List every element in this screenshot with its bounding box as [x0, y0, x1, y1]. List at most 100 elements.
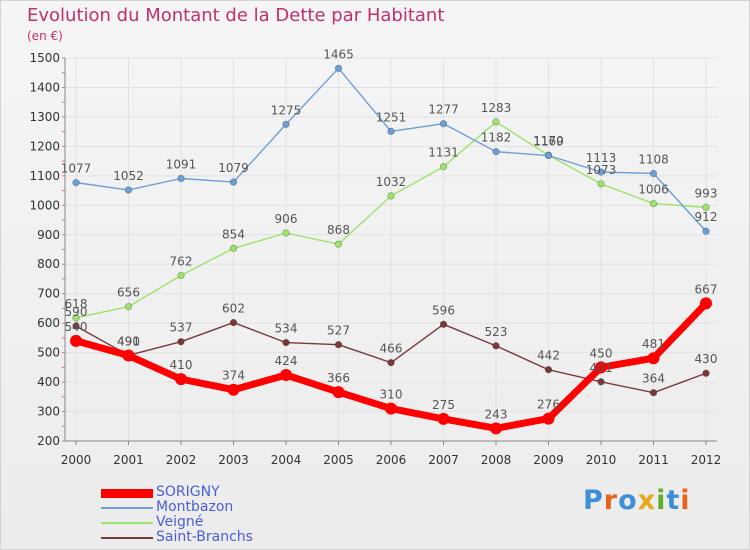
legend-item-saint-branchs: Saint-Branchs — [101, 530, 321, 545]
point-veign--2005 — [334, 240, 343, 248]
data-label-montbazon-2004: 1275 — [271, 103, 302, 117]
y-tick-label-700: 700 — [37, 287, 60, 301]
data-label-veign--2010: 1073 — [586, 163, 617, 177]
point-saint-branchs-2011 — [649, 389, 658, 397]
y-tick-label-1300: 1300 — [29, 110, 60, 124]
y-tick-label-800: 800 — [37, 257, 60, 271]
legend-swatch-sorigny — [101, 488, 153, 498]
data-label-montbazon-2002: 1091 — [166, 157, 197, 171]
point-sorigny-2010 — [595, 361, 607, 374]
x-tick-label-2012: 2012 — [691, 453, 722, 467]
point-veign--2004 — [282, 229, 290, 237]
point-saint-branchs-2007 — [439, 320, 448, 328]
data-label-veign--2007: 1131 — [428, 146, 459, 160]
point-montbazon-2005 — [334, 64, 343, 72]
point-montbazon-2002 — [177, 174, 185, 183]
point-montbazon-2011 — [649, 169, 658, 178]
x-tick-label-2002: 2002 — [166, 453, 197, 467]
y-tick-label-600: 600 — [37, 316, 60, 330]
point-sorigny-2011 — [647, 352, 660, 365]
data-label-sorigny-2010: 450 — [590, 346, 613, 360]
logo-letter: x — [637, 485, 657, 516]
proxiti-logo: Proxiti — [583, 485, 691, 516]
point-saint-branchs-2008 — [492, 342, 500, 350]
legend-swatch-veign- — [101, 522, 153, 524]
point-sorigny-2000 — [70, 334, 82, 347]
data-label-montbazon-2000: 1077 — [61, 162, 92, 176]
point-veign--2001 — [124, 303, 133, 311]
data-labels: 590 491 537 602 534 527 466 596 523 442 401 364 430 6… — [61, 47, 718, 421]
data-label-montbazon-2005: 1465 — [323, 47, 354, 61]
logo-letter: o — [618, 485, 638, 516]
point-veign--2000 — [72, 314, 80, 322]
y-tick-label-900: 900 — [37, 228, 60, 242]
axes: 200 300 400 500 600 700 800 900 1000 1100 1200 1300… — [29, 51, 721, 467]
y-tick-label-400: 400 — [37, 375, 60, 389]
point-veign--2002 — [177, 271, 185, 280]
data-label-sorigny-2004: 424 — [275, 354, 298, 368]
point-sorigny-2005 — [332, 386, 345, 399]
data-label-sorigny-2009: 276 — [537, 398, 560, 412]
data-label-sorigny-2002: 410 — [170, 358, 193, 372]
point-veign--2012 — [702, 203, 710, 211]
data-label-saint-branchs-2010: 401 — [590, 361, 613, 375]
y-tick-label-500: 500 — [37, 346, 60, 360]
data-label-montbazon-2006: 1251 — [376, 110, 407, 124]
data-label-montbazon-2003: 1079 — [218, 161, 249, 175]
logo-letter: t — [666, 485, 681, 516]
data-label-montbazon-2001: 1052 — [113, 169, 144, 183]
x-tick-label-2004: 2004 — [271, 453, 302, 467]
data-label-saint-branchs-2002: 537 — [170, 321, 193, 335]
point-saint-branchs-2009 — [544, 366, 553, 374]
logo-letter: i — [680, 485, 691, 516]
point-saint-branchs-2006 — [387, 359, 395, 367]
chart-title: Evolution du Montant de la Dette par Hab… — [27, 5, 445, 26]
point-montbazon-2007 — [439, 120, 448, 128]
point-saint-branchs-2002 — [177, 338, 185, 346]
data-label-montbazon-2010: 1113 — [586, 151, 617, 165]
y-tick-label-1100: 1100 — [29, 169, 60, 183]
point-montbazon-2012 — [702, 227, 710, 235]
data-label-veign--2006: 1032 — [376, 175, 407, 189]
point-sorigny-2002 — [175, 373, 187, 386]
data-label-veign--2002: 762 — [170, 254, 193, 268]
point-saint-branchs-2012 — [702, 369, 710, 377]
x-tick-label-2008: 2008 — [481, 453, 512, 467]
legend-label-veign-: Veigné — [156, 514, 204, 530]
y-tick-label-1000: 1000 — [29, 198, 60, 212]
x-tick-label-2000: 2000 — [61, 453, 92, 467]
data-label-montbazon-2009: 1169 — [533, 135, 564, 149]
data-label-montbazon-2012: 912 — [695, 210, 718, 224]
point-sorigny-2004 — [280, 369, 292, 382]
data-label-veign--2000: 618 — [65, 297, 88, 311]
point-sorigny-2008 — [490, 422, 502, 435]
point-saint-branchs-2004 — [282, 338, 290, 347]
point-montbazon-2001 — [124, 186, 133, 194]
legend-swatch-montbazon — [101, 507, 153, 509]
data-label-saint-branchs-2007: 596 — [432, 303, 455, 317]
point-veign--2010 — [597, 180, 605, 188]
data-label-saint-branchs-2006: 466 — [380, 342, 403, 356]
point-sorigny-2001 — [122, 349, 135, 362]
point-sorigny-2009 — [542, 412, 555, 425]
legend-item-montbazon: Montbazon — [101, 500, 321, 515]
data-label-montbazon-2011: 1108 — [638, 152, 669, 166]
data-label-montbazon-2007: 1277 — [428, 103, 459, 117]
x-tick-label-2010: 2010 — [586, 453, 617, 467]
point-veign--2007 — [439, 163, 448, 171]
point-montbazon-2006 — [387, 127, 395, 135]
legend-item-veign-: Veigné — [101, 515, 321, 530]
logo-letter: P — [583, 485, 604, 516]
point-veign--2008 — [492, 118, 500, 126]
y-tick-label-1500: 1500 — [29, 51, 60, 65]
data-label-veign--2009: 1170 — [533, 134, 564, 148]
data-label-saint-branchs-2001: 491 — [117, 334, 140, 348]
data-label-sorigny-2006: 310 — [380, 388, 403, 402]
data-label-sorigny-2005: 366 — [327, 371, 350, 385]
data-label-sorigny-2007: 275 — [432, 398, 455, 412]
x-tick-label-2003: 2003 — [218, 453, 249, 467]
point-montbazon-2010 — [597, 168, 605, 176]
data-label-veign--2005: 868 — [327, 223, 350, 237]
